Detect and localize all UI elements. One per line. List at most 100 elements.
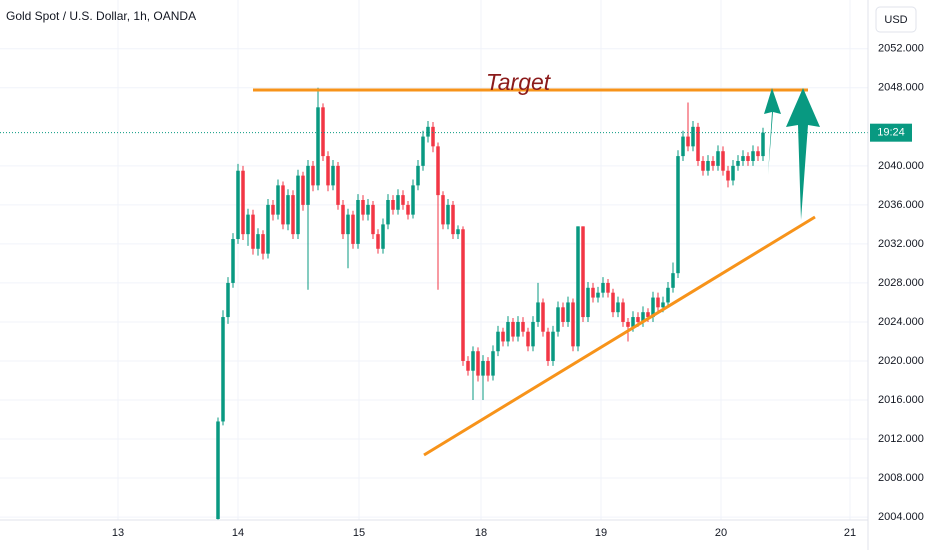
candle-body (716, 151, 720, 166)
candle-body (721, 151, 725, 171)
candle-body (506, 321, 510, 342)
y-tick-label: 2052.000 (878, 43, 924, 55)
candle-body (331, 165, 335, 186)
candle-body (346, 214, 350, 235)
candle-body (606, 282, 610, 293)
candle-body (576, 226, 580, 347)
candle-body (441, 195, 445, 225)
candle-body (246, 214, 250, 235)
candle-body (641, 312, 645, 322)
candle-body (451, 204, 455, 235)
candle-body (336, 165, 340, 205)
candle-body (401, 195, 405, 205)
candles (0, 87, 868, 520)
candle-body (611, 292, 615, 313)
candle-body (361, 200, 365, 215)
candle-body (521, 321, 525, 332)
candle-body (536, 302, 540, 322)
candle-body (511, 321, 515, 337)
candle-body (756, 151, 760, 157)
candle-body (231, 239, 235, 283)
candle-body (461, 229, 465, 361)
candle-body (241, 170, 245, 235)
candle-body (391, 200, 395, 210)
candle-body (371, 204, 375, 235)
y-tick-label: 2008.000 (878, 472, 924, 484)
candle-body (446, 204, 450, 225)
y-tick-label: 2020.000 (878, 355, 924, 367)
candle-body (621, 302, 625, 322)
currency-label[interactable]: USD (884, 14, 907, 26)
candle-body (226, 282, 230, 318)
y-tick-label: 2036.000 (878, 199, 924, 211)
target-label: Target (486, 69, 552, 95)
candle-body (281, 185, 285, 225)
arrow-large (786, 88, 820, 220)
candle-body (301, 175, 305, 205)
candle-body (316, 107, 320, 186)
candle-body (751, 151, 755, 161)
candle-body (541, 302, 545, 332)
candle-body (666, 287, 670, 303)
candle-body (736, 160, 740, 166)
candle-body (471, 351, 475, 371)
candle-body (581, 226, 585, 318)
candle-body (596, 292, 600, 298)
candle-body (741, 156, 745, 161)
candle-body (651, 297, 655, 318)
drawings: Target (253, 69, 820, 457)
candle-body (431, 126, 435, 147)
candle-body (426, 126, 430, 137)
y-tick-label: 2012.000 (878, 433, 924, 445)
candle-body (396, 195, 400, 210)
candle-body (636, 317, 640, 322)
candle-body (416, 165, 420, 186)
candle-body (321, 107, 325, 157)
y-tick-label: 2004.000 (878, 511, 924, 523)
candle-body (296, 175, 300, 235)
candle-body (546, 331, 550, 361)
x-tick-label: 18 (475, 527, 487, 539)
y-tick-label: 2048.000 (878, 82, 924, 94)
candle-body (496, 331, 500, 352)
candle-body (701, 160, 705, 171)
candle-body (236, 170, 240, 240)
y-tick-label: 2024.000 (878, 316, 924, 328)
candle-body (381, 224, 385, 249)
x-tick-label: 21 (844, 527, 856, 539)
candle-body (266, 204, 270, 254)
candle-body (421, 136, 425, 166)
axes: 2004.000 2008.000 2012.000 2016.000 2020.000… (112, 43, 924, 539)
candle-body (566, 302, 570, 322)
candle-body (356, 200, 360, 244)
candle-body (326, 156, 330, 186)
candle-body (341, 204, 345, 235)
candle-body (456, 229, 460, 235)
candle-body (411, 185, 415, 215)
candle-body (746, 156, 750, 161)
candle-body (351, 214, 355, 244)
candle-body (486, 360, 490, 376)
candle-body (276, 185, 280, 215)
trend-line (423, 215, 816, 457)
candle-body (661, 302, 665, 308)
x-tick-label: 15 (353, 527, 365, 539)
candle-body (221, 317, 225, 422)
candle-body (551, 331, 555, 361)
candle-body (646, 312, 650, 318)
candle-body (256, 234, 260, 249)
countdown-label: 19:24 (877, 127, 905, 139)
candle-body (626, 321, 630, 327)
candle-body (481, 360, 485, 376)
x-tick-label: 20 (715, 527, 727, 539)
candle-body (386, 200, 390, 225)
y-tick-label: 2016.000 (878, 394, 924, 406)
candle-body (686, 136, 690, 147)
candle-body (501, 331, 505, 342)
candle-body (761, 132, 765, 157)
candle-body (696, 126, 700, 161)
currency-button[interactable] (875, 6, 917, 33)
countdown-box (870, 123, 912, 142)
candle-body (571, 302, 575, 347)
